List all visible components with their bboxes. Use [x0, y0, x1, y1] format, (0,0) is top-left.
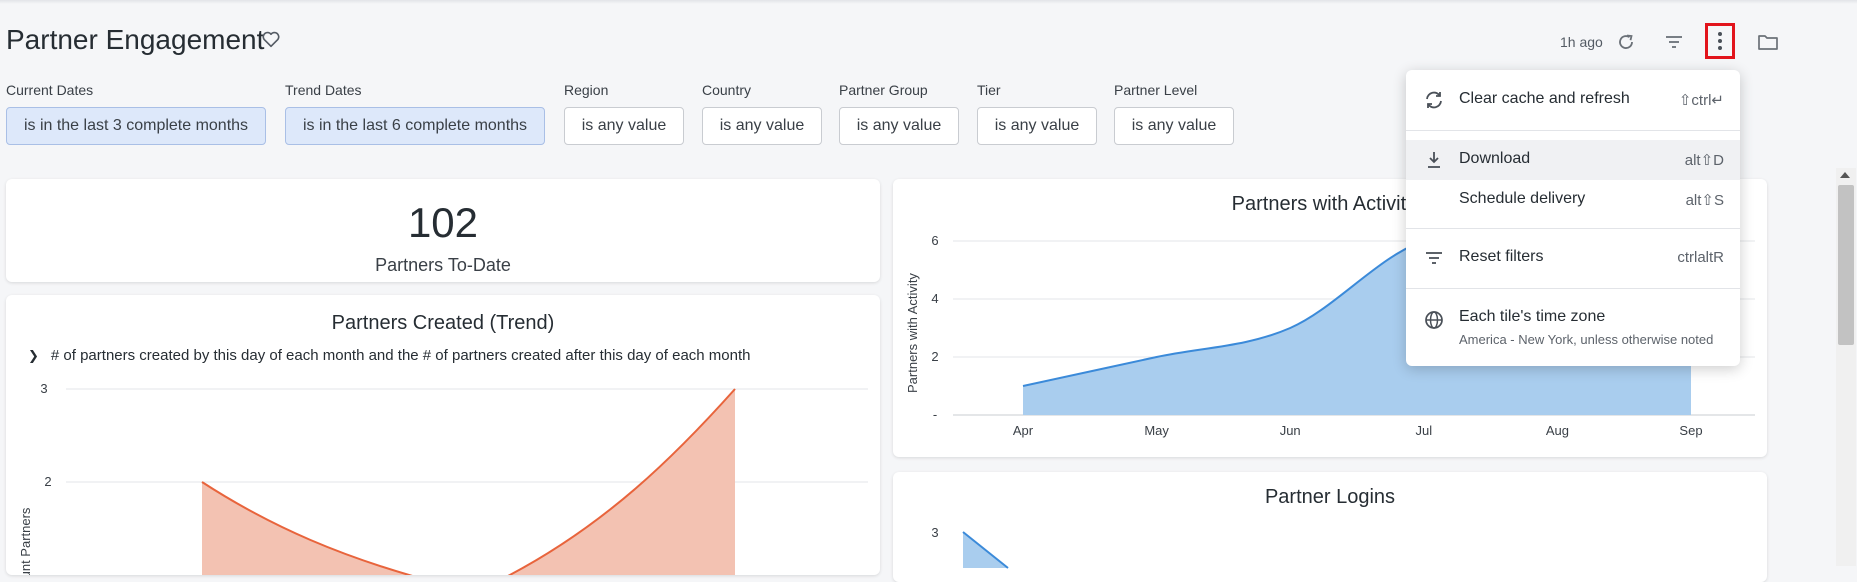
- filter-label: Trend Dates: [285, 82, 362, 98]
- y-axis-label: Count Partners: [18, 507, 33, 575]
- x-tick-label: Jun: [1280, 423, 1301, 438]
- filter-tier: Tier is any value: [977, 82, 1097, 145]
- filter-current-dates: Current Dates is in the last 3 complete …: [6, 82, 266, 145]
- x-tick-labels: Apr May Jun Jul Aug Sep: [1013, 423, 1703, 438]
- filter-value[interactable]: is in the last 6 complete months: [285, 107, 545, 145]
- menu-item-label: Clear cache and refresh: [1459, 90, 1630, 107]
- menu-divider: [1406, 130, 1740, 131]
- more-options-button[interactable]: [1705, 23, 1735, 59]
- filter-partner-level: Partner Level is any value: [1114, 82, 1234, 145]
- x-tick-label: Apr: [1013, 423, 1034, 438]
- menu-item-label: Download: [1459, 150, 1531, 167]
- y-tick-label: 3: [40, 381, 47, 396]
- header-actions: 1h ago: [0, 26, 1857, 56]
- x-tick-label: Sep: [1679, 423, 1702, 438]
- heart-icon[interactable]: [260, 28, 282, 50]
- filter-region: Region is any value: [564, 82, 684, 145]
- topbar-shadow: [0, 0, 1857, 4]
- menu-item-shortcut: alt⇧D: [1684, 152, 1724, 169]
- more-vertical-icon: [1718, 32, 1722, 50]
- tile-title: Partners Created (Trend): [331, 312, 555, 334]
- filter-label: Partner Group: [839, 82, 928, 98]
- filter-label: Region: [564, 82, 609, 98]
- x-tick-label: Jul: [1415, 423, 1432, 438]
- scrollbar-thumb[interactable]: [1838, 185, 1854, 345]
- menu-item-label: Schedule delivery: [1459, 190, 1586, 207]
- menu-divider: [1406, 228, 1740, 229]
- chevron-right-icon[interactable]: ❯: [28, 348, 39, 363]
- filter-value[interactable]: is any value: [839, 107, 959, 145]
- partners-created-chart: 3 2 Count Partners: [18, 381, 868, 575]
- last-updated: 1h ago: [1560, 34, 1603, 50]
- filter-partner-group: Partner Group is any value: [839, 82, 959, 145]
- menu-item-sublabel: America - New York, unless otherwise not…: [1459, 332, 1714, 347]
- y-axis-label: Partners with Activity: [905, 273, 920, 393]
- scroll-up-arrow[interactable]: [1840, 172, 1850, 178]
- series-area: [202, 389, 735, 575]
- y-tick-label: -: [933, 407, 937, 422]
- y-tick-label: 3: [931, 525, 938, 540]
- filter-value[interactable]: is any value: [564, 107, 684, 145]
- menu-item-clear-cache[interactable]: Clear cache and refresh ⇧ctrl↵: [1406, 76, 1740, 124]
- menu-item-download[interactable]: Download alt⇧D: [1406, 140, 1740, 180]
- menu-item-time-zone[interactable]: Each tile's time zone America - New York…: [1406, 298, 1740, 360]
- y-tick-label: 2: [44, 474, 51, 489]
- menu-item-shortcut: ⇧ctrl↵: [1678, 92, 1724, 109]
- tile-title: Partner Logins: [1264, 486, 1396, 508]
- series-line: [962, 531, 1009, 569]
- filter-trend-dates: Trend Dates is in the last 6 complete mo…: [285, 82, 545, 145]
- download-icon: [1428, 152, 1440, 168]
- subtitle-text: # of partners created by this day of eac…: [50, 347, 751, 364]
- x-tick-label: May: [1144, 423, 1169, 438]
- menu-item-shortcut: alt⇧S: [1685, 192, 1724, 209]
- menu-item-label: Reset filters: [1459, 248, 1544, 265]
- x-tick-label: Aug: [1546, 423, 1569, 438]
- filter-label: Tier: [977, 82, 1001, 98]
- filter-icon: [1426, 252, 1442, 264]
- menu-item-schedule-delivery[interactable]: Schedule delivery alt⇧S: [1406, 180, 1740, 220]
- menu-item-reset-filters[interactable]: Reset filters ctrlaltR: [1406, 238, 1740, 278]
- filter-value[interactable]: is any value: [1114, 107, 1234, 145]
- y-tick-label: 6: [931, 233, 938, 248]
- single-value-label: Partners To-Date: [375, 255, 511, 275]
- globe-icon: [1425, 311, 1443, 329]
- single-value: 102: [407, 199, 479, 246]
- filter-value[interactable]: is any value: [977, 107, 1097, 145]
- folder-icon[interactable]: [1756, 30, 1780, 54]
- tile-partner-logins: Partner Logins 3: [893, 472, 1767, 582]
- menu-item-shortcut: ctrlaltR: [1677, 249, 1724, 266]
- menu-item-label: Each tile's time zone: [1459, 308, 1606, 325]
- tile-partners-created: Partners Created (Trend) ❯ # of partners …: [6, 295, 880, 575]
- dashboard-options-menu: Clear cache and refresh ⇧ctrl↵ Download …: [1406, 70, 1740, 366]
- filter-country: Country is any value: [702, 82, 822, 145]
- filter-value[interactable]: is any value: [702, 107, 822, 145]
- tile-subtitle[interactable]: ❯ # of partners created by this day of ea…: [28, 347, 751, 364]
- tile-title: Partners with Activity (: [1231, 193, 1429, 215]
- refresh-icon[interactable]: [1614, 30, 1638, 54]
- series-line: [201, 388, 736, 575]
- tile-partners-to-date: 102 Partners To-Date: [6, 179, 880, 282]
- filter-icon[interactable]: [1662, 30, 1686, 54]
- filter-label: Partner Level: [1114, 82, 1198, 98]
- y-tick-label: 2: [931, 349, 938, 364]
- y-tick-label: 4: [931, 291, 938, 306]
- page-title: Partner Engagement: [6, 24, 265, 55]
- menu-divider: [1406, 288, 1740, 289]
- filter-label: Current Dates: [6, 82, 94, 98]
- refresh-cache-icon: [1426, 91, 1442, 109]
- partner-logins-chart: 3: [931, 525, 1009, 569]
- filter-value[interactable]: is in the last 3 complete months: [6, 107, 266, 145]
- filter-label: Country: [702, 82, 752, 98]
